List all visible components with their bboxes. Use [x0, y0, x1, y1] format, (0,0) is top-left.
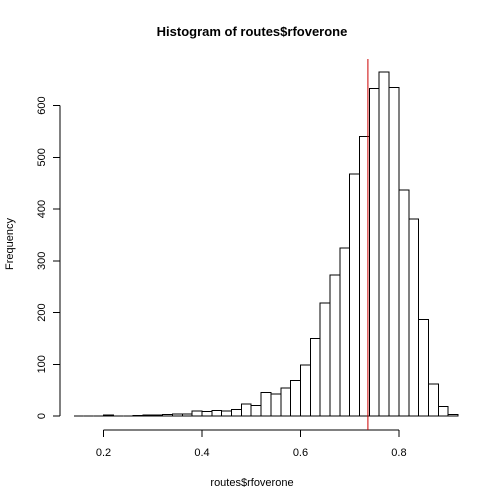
histogram-bar — [240, 403, 252, 417]
histogram-bar — [132, 414, 144, 417]
histogram-bar — [260, 392, 272, 417]
histogram-bar — [427, 383, 439, 417]
histogram-bar — [378, 71, 390, 417]
histogram-bar — [319, 302, 331, 417]
chart-title: Histogram of routes$rfoverone — [157, 24, 348, 39]
y-tick-label: 400 — [36, 200, 48, 218]
histogram-bar — [290, 379, 301, 417]
histogram-bar — [339, 247, 351, 417]
histogram-bar — [280, 387, 292, 417]
y-tick-label: 300 — [36, 252, 48, 270]
histogram-bar — [408, 218, 420, 417]
x-tick-label: 0.8 — [391, 447, 406, 459]
y-tick-label: 600 — [36, 96, 48, 114]
y-tick-label: 100 — [36, 355, 48, 373]
y-axis: 0 100 200 300 400 500 600 — [36, 96, 61, 419]
histogram-bar — [103, 414, 114, 417]
histogram-bar — [388, 86, 400, 417]
y-axis-label: Frequency — [4, 218, 16, 270]
histogram-bar — [270, 393, 282, 417]
histogram-bar — [181, 413, 193, 417]
histogram-bar — [329, 274, 341, 417]
histogram-bar — [171, 413, 183, 417]
x-tick-label: 0.6 — [293, 447, 308, 459]
x-axis-label: routes$rfoverone — [210, 477, 293, 489]
y-tick-label: 0 — [36, 413, 48, 419]
histogram-bar — [250, 405, 262, 417]
histogram-bar — [418, 318, 429, 417]
histogram-bar — [447, 413, 459, 417]
histogram-bar — [398, 189, 410, 417]
x-tick-label: 0.4 — [194, 447, 209, 459]
histogram-bar — [201, 410, 213, 417]
x-tick-label: 0.2 — [96, 447, 111, 459]
histogram-bar — [368, 87, 380, 417]
histogram-bar — [162, 413, 173, 417]
y-tick-label: 500 — [36, 148, 48, 166]
histogram-bar — [309, 337, 321, 417]
histogram-bars — [74, 71, 459, 417]
histogram-bar — [221, 410, 233, 417]
histogram-bar — [211, 409, 223, 417]
histogram-bar — [231, 408, 242, 417]
histogram-bar — [152, 414, 164, 417]
x-axis: 0.2 0.4 0.6 0.8 — [96, 429, 407, 459]
histogram-bar — [349, 173, 361, 417]
y-tick-label: 200 — [36, 303, 48, 321]
histogram-bar — [142, 414, 154, 417]
histogram-bar — [299, 364, 311, 417]
histogram-bar — [191, 410, 203, 417]
histogram-bar — [437, 406, 449, 417]
